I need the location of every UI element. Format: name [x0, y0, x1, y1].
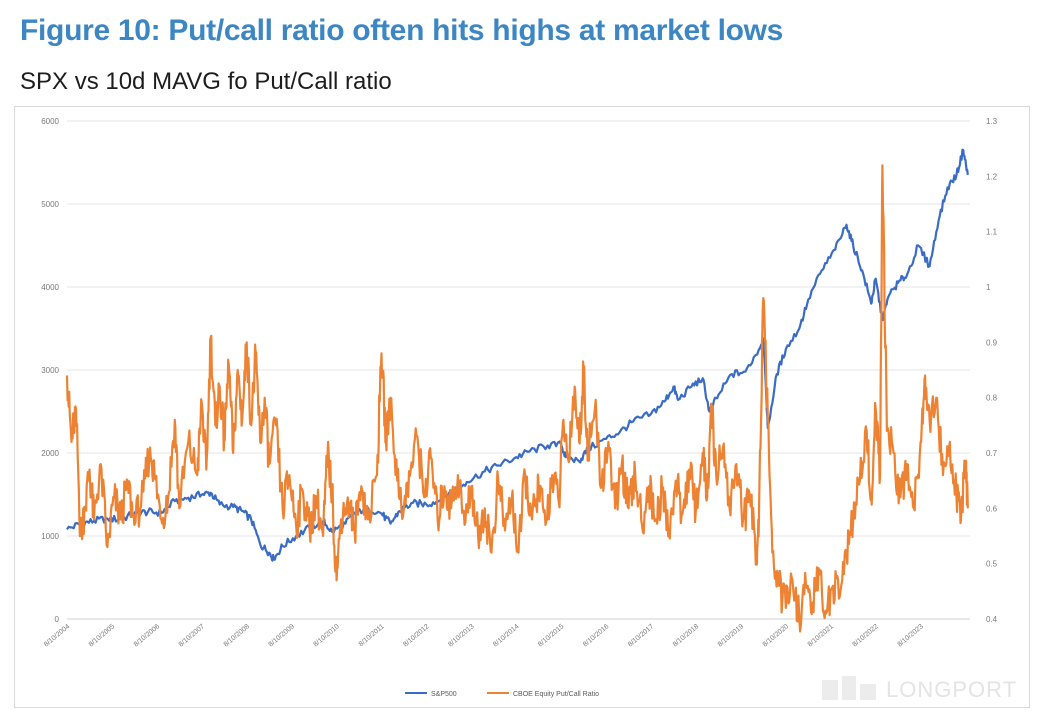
x-tick-label: 8/10/2004 — [43, 623, 71, 648]
right-y-tick-label: 0.8 — [986, 394, 998, 403]
series-lines — [65, 148, 969, 633]
x-tick-label: 8/10/2013 — [447, 623, 475, 648]
right-y-tick-label: 0.6 — [986, 504, 998, 513]
figure-subtitle: SPX vs 10d MAVG fo Put/Call ratio — [20, 68, 392, 95]
x-tick-label: 8/10/2014 — [492, 623, 520, 648]
right-y-tick-label: 1.1 — [986, 228, 998, 237]
x-tick-label: 8/10/2020 — [762, 623, 790, 648]
right-y-tick-label: 0.7 — [986, 449, 998, 458]
x-tick-label: 8/10/2010 — [312, 623, 340, 648]
x-tick-label: 8/10/2015 — [537, 623, 565, 648]
left-y-tick-label: 6000 — [41, 117, 59, 126]
right-y-tick-label: 1.3 — [986, 117, 998, 126]
left-y-tick-label: 5000 — [41, 200, 59, 209]
right-y-tick-label: 1 — [986, 283, 991, 292]
legend-label: CBOE Equity Put/Call Ratio — [513, 691, 599, 698]
right-y-axis: 0.4 0.5 0.6 0.7 0.8 0.9 1 1.1 1.2 1.3 — [986, 117, 998, 624]
series-line-sp500 — [66, 148, 969, 562]
x-tick-label: 8/10/2007 — [178, 623, 206, 648]
left-y-tick-label: 2000 — [41, 449, 59, 458]
x-tick-label: 8/10/2012 — [402, 623, 430, 648]
legend-label: S&P500 — [431, 691, 457, 698]
right-y-tick-label: 0.9 — [986, 338, 998, 347]
x-tick-label: 8/10/2009 — [268, 623, 296, 648]
x-tick-label: 8/10/2011 — [358, 623, 386, 648]
right-y-tick-label: 0.4 — [986, 615, 998, 624]
watermark-logo-icon — [822, 676, 878, 704]
x-tick-label: 8/10/2021 — [807, 623, 835, 648]
watermark: LONGPORT — [822, 676, 1017, 704]
left-y-tick-label: 3000 — [41, 366, 59, 375]
right-y-tick-label: 0.5 — [986, 560, 998, 569]
x-tick-label: 8/10/2022 — [852, 623, 880, 648]
figure-title: Figure 10: Put/call ratio often hits hig… — [20, 14, 784, 47]
watermark-text: LONGPORT — [886, 677, 1018, 702]
x-tick-label: 8/10/2019 — [717, 623, 745, 648]
x-tick-label: 8/10/2023 — [896, 623, 924, 648]
x-tick-label: 8/10/2016 — [582, 623, 610, 648]
x-tick-label: 8/10/2006 — [133, 623, 161, 648]
x-tick-label: 8/10/2008 — [223, 623, 251, 648]
x-tick-label: 8/10/2018 — [672, 623, 700, 648]
x-tick-label: 8/10/2005 — [88, 623, 116, 648]
legend: S&P500 CBOE Equity Put/Call Ratio — [405, 691, 599, 698]
gridlines — [67, 120, 970, 620]
x-tick-label: 8/10/2017 — [627, 623, 655, 648]
left-y-tick-label: 4000 — [41, 283, 59, 292]
left-y-tick-label: 0 — [55, 615, 60, 624]
left-y-axis: 0 1000 2000 3000 4000 5000 6000 — [41, 117, 59, 624]
right-y-tick-label: 1.2 — [986, 172, 998, 181]
chart-frame: 0 1000 2000 3000 4000 5000 6000 0.4 0.5 0.6 0.7 0.… — [14, 106, 1030, 708]
x-axis: 8/10/2004 8/10/2005 8/10/2006 8/10/2007 8/10… — [43, 618, 970, 649]
left-y-tick-label: 1000 — [41, 532, 59, 541]
series-line-put-call-ratio — [65, 164, 969, 633]
